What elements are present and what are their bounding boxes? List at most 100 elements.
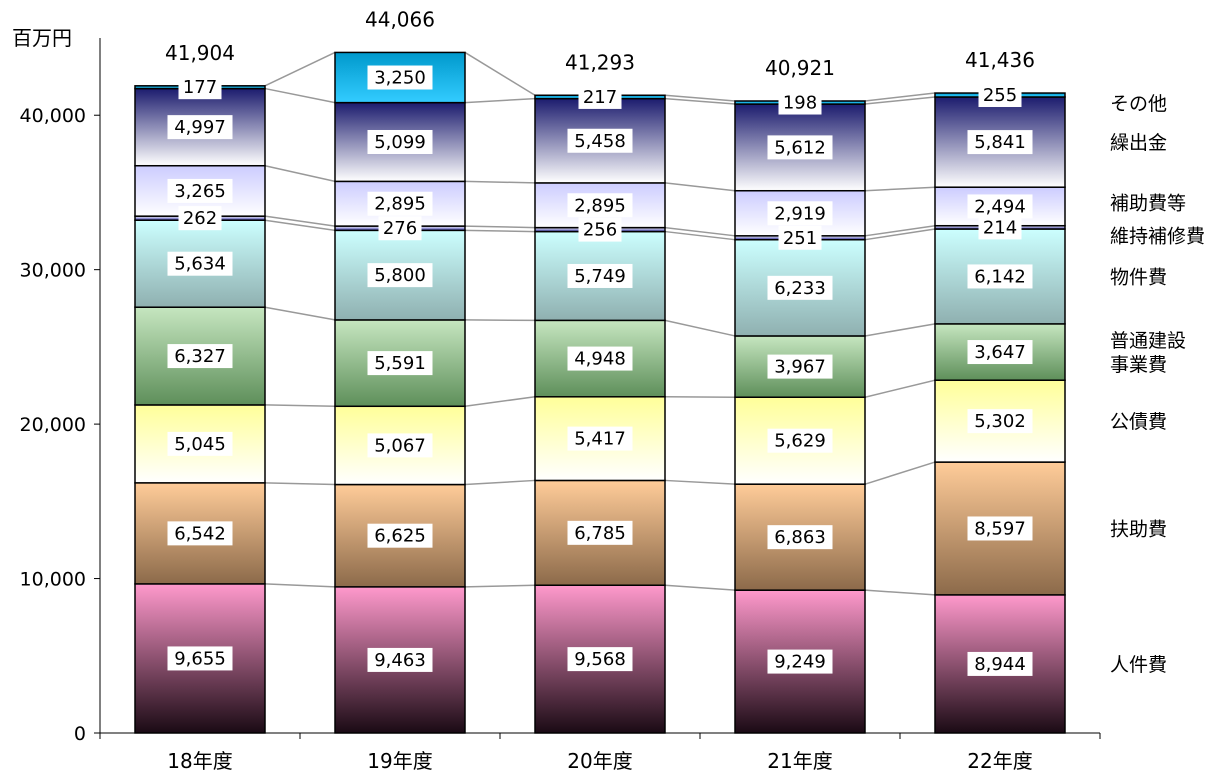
total-label: 44,066 [365,7,435,31]
connector-line [264,215,336,227]
connector-line [264,306,336,321]
data-label-box [367,263,433,288]
data-label-box [578,84,622,109]
data-label-box [378,216,422,241]
data-label: 6,863 [774,527,826,548]
connector-line [664,182,736,192]
connector-line [664,97,736,105]
connector-line [664,319,736,337]
connector-line [864,96,936,105]
data-label-box [367,65,433,90]
connector-line [664,94,736,102]
x-category-label: 19年度 [367,749,432,773]
data-label: 5,634 [174,254,226,275]
x-category-label: 21年度 [767,749,832,773]
data-label-box [567,426,633,451]
data-label-box [167,178,233,203]
data-label-box [567,263,633,288]
data-label: 177 [183,77,217,98]
data-label-box [567,647,633,672]
data-label-box [967,651,1033,676]
data-label: 251 [783,228,817,249]
data-label: 3,967 [774,357,826,378]
legend-entry: 扶助費 [1110,518,1167,540]
connector-line [664,479,736,485]
data-label: 5,591 [374,353,426,374]
data-label-box [778,225,822,250]
total-labels: 41,904 44,066 41,293 40,921 41,436 [165,7,1035,80]
data-label-box [567,193,633,218]
data-label-box [178,75,222,100]
data-label: 6,625 [374,526,426,547]
data-label-box [778,90,822,115]
data-label-box [167,344,233,369]
data-label: 9,463 [374,650,426,671]
data-label-box [367,129,433,154]
data-label: 5,458 [574,131,626,152]
y-ticks: 0 10,000 20,000 30,000 40,000 [20,105,100,745]
data-label: 5,302 [974,411,1026,432]
data-label: 9,655 [174,648,226,669]
connector-line [464,180,536,184]
connector-line [864,461,936,485]
data-label: 2,895 [374,194,426,215]
connector-line [264,87,336,104]
axes: 百万円 [12,26,1100,734]
data-label: 6,785 [574,523,626,544]
x-category-label: 22年度 [967,749,1032,773]
legend-entry: 維持補修費 [1110,225,1205,247]
data-label: 198 [783,93,817,114]
connector-line [864,186,936,192]
x-category-label: 18年度 [167,749,232,773]
total-label: 40,921 [765,56,835,80]
connector-line [864,92,936,102]
connector-line [864,379,936,398]
data-label-box [367,647,433,672]
data-label: 217 [583,87,617,108]
connector-line [864,323,936,337]
connector-line [264,583,336,588]
connector-line [264,219,336,232]
total-label: 41,436 [965,48,1035,72]
bar-segment [534,97,666,184]
connector-line [864,224,936,237]
bar-stacks [134,51,1066,734]
data-label: 5,800 [374,265,426,286]
connector-line [864,228,936,241]
y-tick-label: 20,000 [20,414,86,436]
connector-line [464,584,536,588]
data-label-box [167,646,233,671]
data-label: 3,647 [974,342,1026,363]
connector-line [664,226,736,237]
data-labels: 9,655 6,542 5,045 6,327 5,634 262 3,265 4,997 17… [167,65,1033,676]
data-label-box [967,194,1033,219]
connector-line [664,230,736,241]
data-label: 214 [983,217,1017,238]
legend-entry: 繰出金 [1110,132,1167,154]
legend-entry: 物件費 [1110,266,1167,288]
connector-line [264,404,336,408]
data-label-box [567,520,633,545]
data-label: 6,233 [774,278,826,299]
data-label: 256 [583,220,617,241]
data-label-box [367,523,433,548]
legend-entry: 普通建設事業費 [1110,330,1186,376]
legend-entry: 人件費 [1110,654,1167,676]
data-label-box [167,115,233,140]
legend-entry: 公債費 [1110,411,1167,433]
data-label: 3,265 [174,181,226,202]
x-category-label: 20年度 [567,749,632,773]
y-tick-label: 40,000 [20,105,86,127]
y-unit-label: 百万円 [12,26,72,50]
data-label-box [978,215,1022,240]
data-label: 5,417 [574,429,626,450]
x-category-labels: 18年度 19年度 20年度 21年度 22年度 [99,733,1101,773]
y-tick-label: 30,000 [20,260,86,282]
connector-line [464,396,536,408]
data-label: 2,895 [574,195,626,216]
data-label-box [967,264,1033,289]
connector-line [464,97,536,104]
connector-line [264,482,336,486]
connector-line [464,225,536,229]
